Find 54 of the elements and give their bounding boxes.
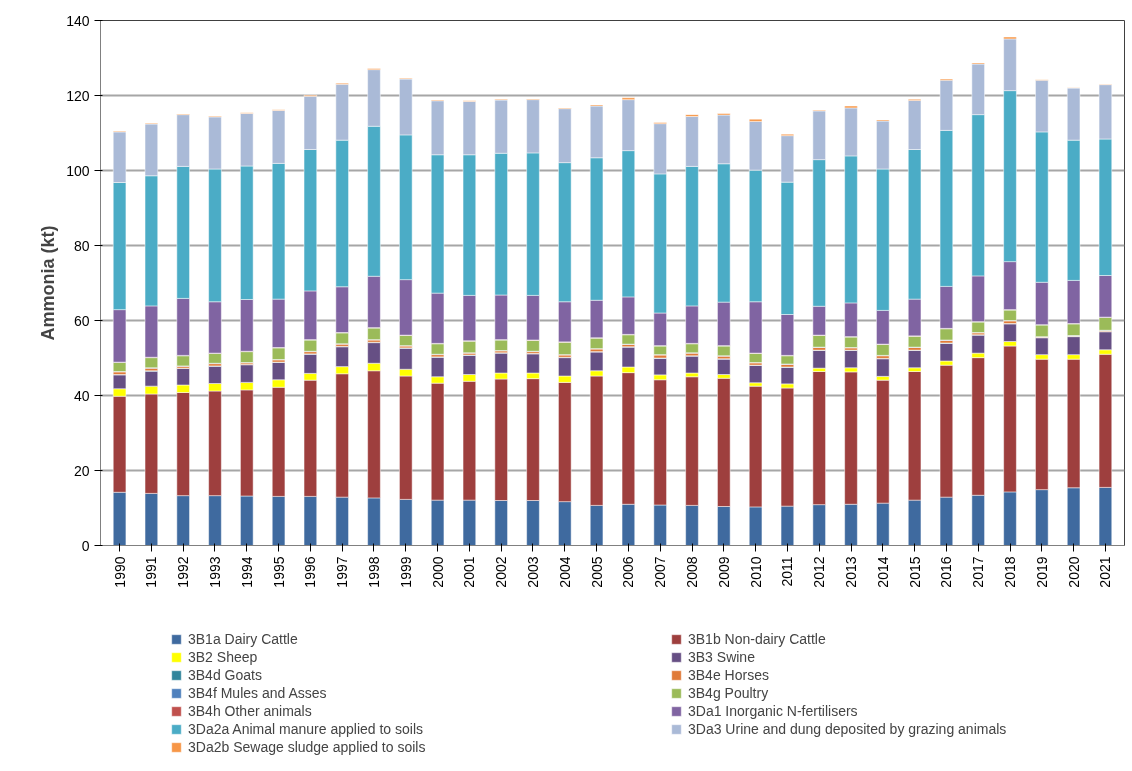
x-tick-label: 2010	[747, 556, 764, 588]
x-tick-label: 2009	[715, 556, 732, 588]
y-tick-label: 20	[73, 462, 90, 479]
legend-label: 3Da2a Animal manure applied to soils	[188, 721, 425, 737]
x-tick-label: 1998	[365, 556, 382, 588]
x-tick-label: 2002	[493, 556, 510, 588]
y-tick-label: 140	[66, 12, 90, 29]
x-tick-label: 1994	[238, 556, 255, 588]
legend-label: 3B4d Goats	[188, 667, 263, 683]
legend-label: 3B1a Dairy Cattle	[188, 631, 299, 647]
x-tick-label: 1997	[334, 556, 351, 588]
legend-label: 3B4g Poultry	[688, 685, 770, 701]
legend-label: 3B4h Other animals	[188, 703, 313, 719]
x-tick-label: 2018	[1002, 556, 1019, 588]
x-tick-label: 1992	[175, 556, 192, 588]
x-tick-label: 1999	[397, 556, 414, 588]
legend-label: 3B2 Sheep	[188, 649, 259, 665]
x-tick-label: 2014	[874, 556, 891, 588]
x-tick-label: 1990	[111, 556, 128, 588]
legend-label: 3B3 Swine	[688, 649, 756, 665]
legend-label: 3B4e Horses	[688, 667, 770, 683]
x-tick-label: 2017	[970, 556, 987, 588]
x-tick-label: 2003	[525, 556, 541, 588]
x-tick-label: 2007	[652, 556, 669, 588]
y-tick-label: 120	[66, 87, 90, 104]
x-tick-label: 1996	[302, 556, 319, 588]
x-tick-label: 2008	[684, 556, 700, 588]
x-tick-label: 2000	[429, 556, 446, 588]
x-tick-label: 2016	[938, 556, 955, 588]
x-tick-label: 2019	[1033, 556, 1050, 588]
y-tick-label: 60	[73, 312, 90, 329]
x-tick-label: 2012	[811, 556, 828, 588]
legend-label: 3B1b Non-dairy Cattle	[688, 631, 827, 647]
x-tick-label: 2015	[906, 556, 923, 588]
y-tick-label: 40	[73, 387, 90, 404]
y-tick-label: 80	[73, 237, 90, 254]
x-tick-label: 2004	[556, 556, 573, 588]
x-tick-label: 2001	[461, 556, 478, 588]
x-tick-label: 1995	[270, 556, 287, 588]
x-tick-label: 2005	[588, 556, 605, 588]
legend-label: 3Da3 Urine and dung deposited by grazing animals	[688, 721, 1008, 737]
x-tick-label: 1993	[206, 556, 223, 588]
legend-label: 3Da1 Inorganic N-fertilisers	[688, 703, 859, 719]
x-tick-label: 2006	[620, 556, 637, 588]
x-tick-label: 2011	[779, 556, 796, 587]
x-tick-label: 2020	[1065, 556, 1082, 588]
legend-label: 3B4f Mules and Asses	[188, 685, 328, 701]
x-tick-label: 1991	[143, 556, 160, 588]
legend-label: 3Da2b Sewage sludge applied to soils	[188, 739, 427, 755]
y-tick-label: 0	[81, 537, 90, 554]
x-tick-label: 2021	[1097, 556, 1114, 588]
x-tick-label: 2013	[843, 556, 860, 588]
y-tick-label: 100	[66, 162, 90, 179]
y-axis-title: Ammonia (kt)	[38, 225, 59, 341]
